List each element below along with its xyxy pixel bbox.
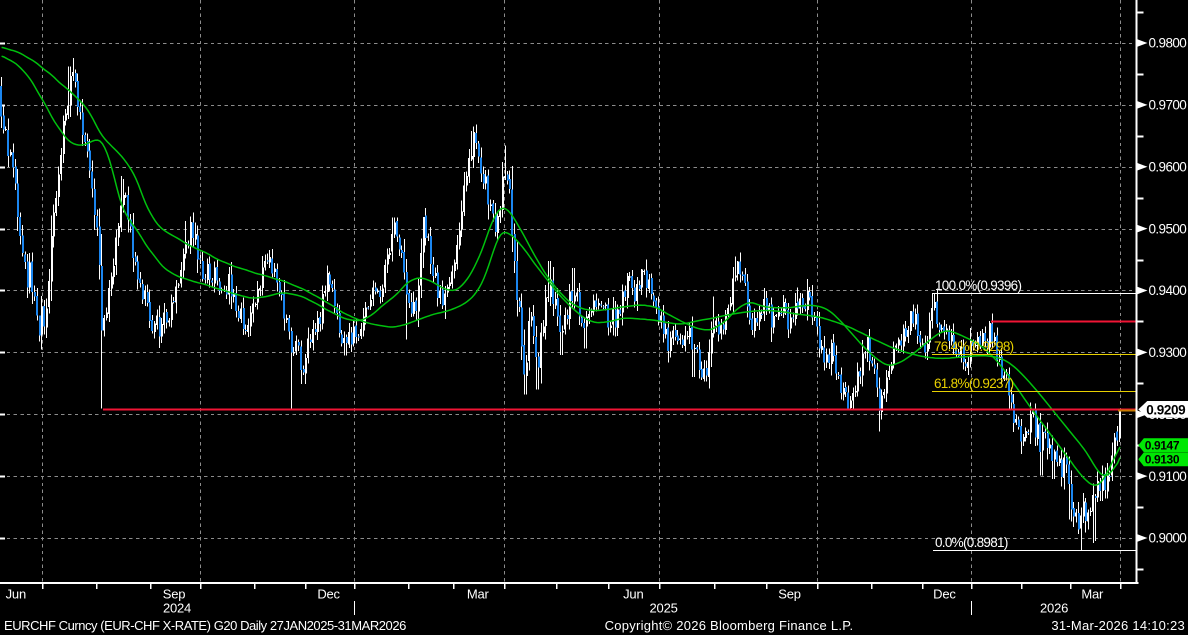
price-tag-value: 0.9209 (1146, 402, 1185, 417)
moving-average-value-tag[interactable] (1138, 452, 1188, 467)
y-axis-label[interactable]: 0.9300 (1149, 345, 1187, 360)
x-axis-month-label[interactable]: Jun (623, 587, 644, 602)
y-axis-tick-arrow (1137, 224, 1148, 233)
y-axis-label[interactable]: 0.9600 (1149, 159, 1187, 174)
copyright-notice: Copyright© 2026 Bloomberg Finance L.P. (604, 618, 854, 633)
last-price-tag[interactable] (1138, 401, 1188, 418)
security-description: EURCHF Curncy (EUR-CHF X-RATE) G20 Daily… (4, 618, 406, 633)
annotation-lines-layer (103, 320, 1137, 412)
moving-average-fast (1, 55, 1121, 486)
y-axis-line (1135, 0, 1138, 583)
moving-average-slow (1, 46, 1121, 477)
grid-layer (0, 0, 1137, 583)
y-axis-tick-arrow (1137, 100, 1148, 109)
y-axis-label[interactable]: 0.9000 (1149, 531, 1187, 546)
x-axis-line (0, 582, 1139, 584)
price-tag-value: 0.9130 (1145, 453, 1180, 467)
x-axis-month-label[interactable]: Dec (933, 587, 956, 602)
y-axis-tick-arrow (1137, 162, 1148, 171)
y-axis-tick-arrow (1137, 39, 1148, 47)
x-axis-year-label[interactable]: 2025 (650, 601, 678, 616)
y-axis-tick-arrow (1137, 472, 1148, 481)
x-axis-month-label[interactable]: Mar (467, 587, 490, 602)
fibonacci-label: 61.8%(0.9237) (934, 376, 1014, 391)
down-candle-bodies (0, 72, 1118, 530)
y-axis-tick-arrow (1137, 348, 1148, 357)
left-edge-ticks (0, 42, 5, 540)
fibonacci-retracement-layer: 100.0%(0.9396) 76.4%(0.9298) 61.8%(0.9237)… (932, 278, 1137, 552)
x-axis-month-label[interactable]: Mar (1081, 587, 1104, 602)
status-bar: EURCHF Curncy (EUR-CHF X-RATE) G20 Daily… (0, 617, 1188, 635)
y-axis-label[interactable]: 0.9100 (1149, 469, 1187, 484)
x-axis-year-label[interactable]: 2024 (163, 601, 191, 616)
y-axis-tick-arrow (1137, 286, 1148, 295)
time-axis: Jun Sep Dec Mar Jun Sep Dec Mar 2024 2025 2026 (0, 582, 1139, 616)
x-axis-month-label[interactable]: Dec (317, 587, 340, 602)
x-axis-month-label[interactable]: Sep (163, 587, 186, 602)
x-axis-year-label[interactable]: 2026 (1040, 601, 1068, 616)
candlestick-layer (0, 57, 1121, 550)
x-axis-month-label[interactable]: Sep (778, 587, 801, 602)
x-axis-month-label[interactable]: Jun (6, 587, 27, 602)
moving-average-layer (1, 46, 1121, 486)
y-axis-label[interactable]: 0.9700 (1149, 98, 1187, 113)
y-axis-tick-arrow (1137, 534, 1148, 542)
y-axis-label[interactable]: 0.9500 (1149, 221, 1187, 236)
fibonacci-label: 76.4%(0.9298) (934, 339, 1014, 354)
y-axis-tick-arrow (1137, 410, 1148, 419)
y-axis-label[interactable]: 0.9800 (1149, 36, 1187, 51)
price-tag-value: 0.9147 (1145, 439, 1180, 453)
moving-average-value-tag[interactable] (1138, 438, 1188, 453)
price-axis: 0.9800 0.9700 0.9600 0.9500 0.9400 0.9300 0.92… (1135, 0, 1187, 583)
up-candle-bodies (5, 71, 1121, 529)
y-axis-label[interactable]: 0.9400 (1149, 283, 1187, 298)
fibonacci-label: 0.0%(0.8981) (935, 535, 1008, 550)
fibonacci-label: 100.0%(0.9396) (935, 278, 1021, 293)
timestamp: 31-Mar-2026 14:10:23 (1051, 618, 1185, 633)
